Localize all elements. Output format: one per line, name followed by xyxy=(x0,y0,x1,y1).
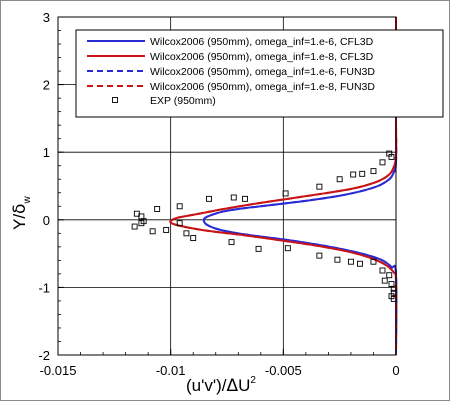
exp-markers xyxy=(131,150,397,302)
y-tick-label: 0 xyxy=(43,213,50,228)
legend-label-series-2: Wilcox2006 (950mm), omega_inf=1.e-6, FUN… xyxy=(150,66,375,78)
legend-label-series-0: Wilcox2006 (950mm), omega_inf=1.e-6, CFL… xyxy=(150,36,374,48)
exp-point xyxy=(140,218,147,225)
y-tick-label: 1 xyxy=(43,145,50,160)
series-layer xyxy=(169,16,398,356)
exp-point xyxy=(228,239,235,246)
legend-swatch-exp xyxy=(112,97,118,103)
y-axis-title-main: Y/ xyxy=(10,214,29,230)
x-tick-label: 0 xyxy=(392,363,399,378)
exp-point xyxy=(242,195,248,202)
x-tick-label: -0.005 xyxy=(265,363,302,378)
x-axis-title-sup: 2 xyxy=(250,375,256,386)
exp-point xyxy=(282,190,289,197)
legend-label-series-1: Wilcox2006 (950mm), omega_inf=1.e-8, CFL… xyxy=(150,51,374,63)
exp-point xyxy=(316,252,323,259)
exp-point xyxy=(255,245,262,252)
legend-label-series-3: Wilcox2006 (950mm), omega_inf=1.e-8, FUN… xyxy=(150,81,375,93)
exp-point xyxy=(190,235,197,242)
ticks xyxy=(57,16,397,356)
exp-point xyxy=(336,176,343,183)
series-line-2 xyxy=(202,16,398,356)
legend-box xyxy=(75,29,444,118)
series-line-3 xyxy=(169,16,398,356)
exp-point xyxy=(379,159,386,166)
exp-point xyxy=(379,267,386,274)
x-tick-label: -0.015 xyxy=(40,363,77,378)
exp-point xyxy=(149,228,156,235)
plot-border xyxy=(57,16,397,356)
exp-point xyxy=(176,220,183,227)
exp-point xyxy=(206,195,212,202)
exp-point xyxy=(284,245,291,252)
exp-point xyxy=(350,171,357,178)
exp-point xyxy=(381,277,388,284)
legend: Wilcox2006 (950mm), omega_inf=1.e-6, CFL… xyxy=(75,29,444,118)
x-tick-label: -0.01 xyxy=(156,363,186,378)
exp-point xyxy=(183,230,190,237)
exp-point xyxy=(230,194,237,201)
x-axis-title-main: (u'v')/ xyxy=(186,376,227,395)
y-axis-title: Y/δw xyxy=(10,196,33,230)
y-tick-label: 3 xyxy=(43,10,50,25)
exp-point xyxy=(359,170,366,177)
exp-point xyxy=(388,281,395,287)
x-axis-title-delta: Δ xyxy=(227,376,239,396)
exp-point xyxy=(334,256,341,263)
tick-labels: -0.015 -0.01 -0.005 0 -2 -1 0 1 2 3 xyxy=(38,10,399,378)
exp-point xyxy=(370,168,377,175)
exp-point xyxy=(176,203,183,210)
y-axis-title-sub: w xyxy=(22,196,33,205)
x-axis-title: (u'v')/ΔU2 xyxy=(186,375,256,396)
exp-point xyxy=(386,272,393,279)
exp-point xyxy=(347,258,354,265)
legend-label-exp: EXP (950mm) xyxy=(150,95,216,107)
exp-point xyxy=(370,258,377,265)
y-tick-label: -1 xyxy=(38,280,50,295)
y-tick-label: -2 xyxy=(38,348,50,363)
exp-point xyxy=(154,206,161,212)
y-axis-title-delta: δ xyxy=(10,204,30,214)
exp-point xyxy=(388,153,395,160)
exp-point xyxy=(316,183,323,190)
y-tick-label: 2 xyxy=(43,78,50,93)
exp-point xyxy=(131,223,138,230)
x-axis-title-u: U xyxy=(238,376,250,395)
exp-point xyxy=(163,226,170,233)
exp-point xyxy=(356,260,363,267)
